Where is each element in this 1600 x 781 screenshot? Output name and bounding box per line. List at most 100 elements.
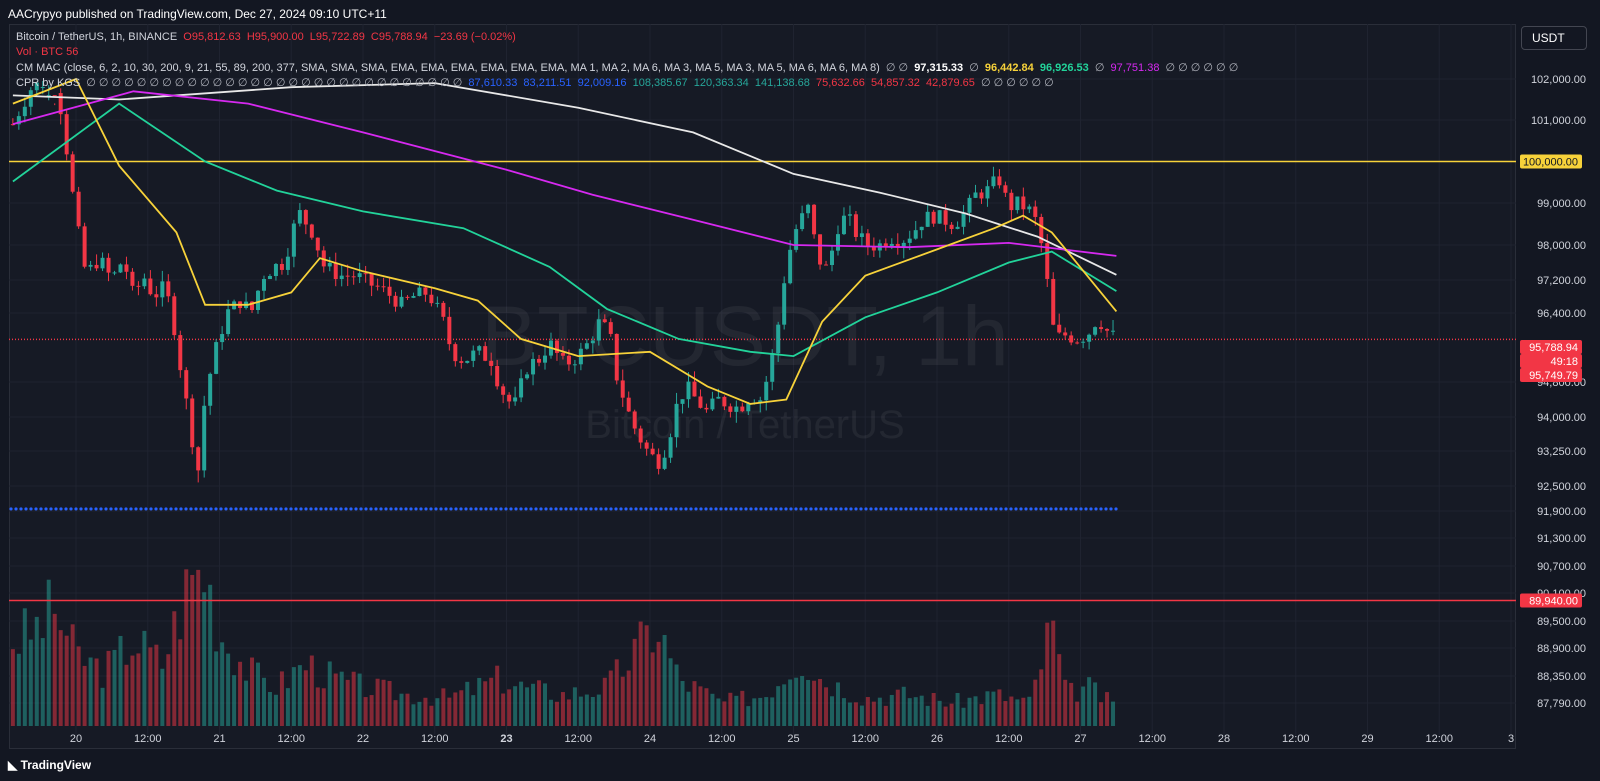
volume-bar	[148, 647, 153, 726]
price-label-last: 95,788.94	[1529, 342, 1578, 354]
cpr-dot	[1094, 507, 1098, 511]
cpr-dot	[154, 507, 158, 511]
currency-selector[interactable]: USDT	[1521, 26, 1587, 50]
cpr-dot	[714, 507, 718, 511]
volume-bar	[208, 584, 213, 726]
legend-ma-line[interactable]: CM MAC (close, 6, 2, 10, 30, 200, 9, 21,…	[16, 62, 1239, 74]
volume-bar	[16, 653, 21, 726]
cpr-dot	[1004, 507, 1008, 511]
cpr-dot	[1109, 507, 1113, 511]
cpr-dot	[504, 507, 508, 511]
time-tick-label: 21	[213, 733, 225, 745]
candle-up	[112, 272, 117, 274]
time-tick-label: 12:00	[851, 733, 879, 745]
moving-averages	[12, 77, 1118, 405]
price-axis[interactable]: 102,000.00 101,000.00 99,000.00 98,000.00 97…	[1531, 74, 1586, 710]
cpr-dot	[659, 507, 663, 511]
cpr-dot	[1079, 507, 1083, 511]
candle-down	[1003, 185, 1008, 193]
cpr-dot	[314, 507, 318, 511]
volume-bar	[1111, 701, 1116, 726]
cpr-dot	[1024, 507, 1028, 511]
time-tick-label: 12:00	[1282, 733, 1310, 745]
volume-bar	[232, 675, 237, 726]
cpr-dot	[699, 507, 703, 511]
cpr-dot	[149, 507, 153, 511]
candle-up	[297, 210, 302, 224]
cpr-dot	[34, 507, 38, 511]
candle-up	[477, 346, 482, 351]
volume-bar	[297, 665, 302, 726]
volume-bar	[250, 657, 255, 726]
cpr-dot	[19, 507, 23, 511]
cpr-dot	[834, 507, 838, 511]
candle-up	[34, 82, 39, 91]
volume-bar	[638, 621, 643, 726]
volume-bar	[764, 697, 769, 726]
candle-down	[369, 273, 374, 286]
volume-bar	[172, 611, 177, 726]
cpr-dot	[559, 507, 563, 511]
cpr-dot	[759, 507, 763, 511]
tradingview-logo[interactable]: ◣ TradingView	[8, 758, 91, 772]
volume-bar	[1069, 682, 1074, 726]
legend-change: −23.69 (−0.02%)	[433, 31, 516, 43]
price-tick-label: 92,500.00	[1537, 481, 1586, 493]
cpr-dot	[949, 507, 953, 511]
price-tick-label: 96,400.00	[1537, 308, 1586, 320]
candle-down	[692, 381, 697, 397]
cpr-dot	[564, 507, 568, 511]
candle-down	[722, 396, 727, 407]
candle-down	[52, 95, 57, 97]
cpr-dot	[234, 507, 238, 511]
cpr-dot	[904, 507, 908, 511]
cpr-dot	[1114, 507, 1118, 511]
cpr-dot	[394, 507, 398, 511]
price-label-89940-bg	[1520, 593, 1582, 608]
volume-bar	[895, 689, 900, 726]
candle-down	[507, 394, 512, 402]
volume-bar	[812, 680, 817, 726]
volume-bar	[578, 696, 583, 726]
legend-ma-value-magenta: 97,751.38	[1110, 62, 1160, 74]
legend-cpr-value-7: 75,632.66	[815, 77, 865, 89]
candle-down	[997, 176, 1002, 186]
candle-down	[740, 406, 745, 412]
legend-volume-line[interactable]: Vol · BTC 56	[16, 46, 81, 58]
cpr-dot	[439, 507, 443, 511]
candle-up	[991, 176, 996, 187]
volume-bar	[949, 703, 954, 726]
candle-up	[680, 399, 685, 404]
cpr-dot	[544, 507, 548, 511]
cpr-dot	[259, 507, 263, 511]
candle-up	[584, 343, 589, 349]
price-tick-label: 89,500.00	[1537, 616, 1586, 628]
candle-up	[596, 319, 601, 341]
cpr-dot	[704, 507, 708, 511]
candle-down	[1069, 335, 1074, 343]
volume-bar	[196, 569, 201, 726]
candle-down	[632, 411, 637, 429]
legend-symbol[interactable]: Bitcoin / TetherUS, 1h, BINANCE	[16, 31, 178, 43]
candle-down	[949, 224, 954, 229]
cpr-dot	[514, 507, 518, 511]
candle-down	[704, 407, 709, 410]
time-axis[interactable]: 20 12:00 21 12:00 22 12:00 23 12:00 24 12:00 25 12:…	[70, 733, 1514, 745]
volume-bar	[698, 686, 703, 726]
volume-bar	[333, 673, 338, 726]
cpr-dot	[54, 507, 58, 511]
volume-bar	[800, 676, 805, 726]
candle-down	[895, 243, 900, 248]
volume-bar	[859, 705, 864, 726]
legend-cpr-line[interactable]: CPR by KGS ∅ ∅ ∅ ∅ ∅ ∅ ∅ ∅ ∅ ∅ ∅ ∅ ∅ ∅ ∅…	[16, 76, 1057, 89]
cpr-dot	[654, 507, 658, 511]
volume-bar	[501, 693, 506, 726]
candle-up	[590, 340, 595, 344]
volume-bar	[728, 692, 733, 726]
chart-pane[interactable]	[9, 24, 1516, 749]
candle-up	[1015, 196, 1020, 211]
candle-up	[710, 398, 715, 410]
cpr-dot	[1039, 507, 1043, 511]
candle-up	[841, 215, 846, 235]
